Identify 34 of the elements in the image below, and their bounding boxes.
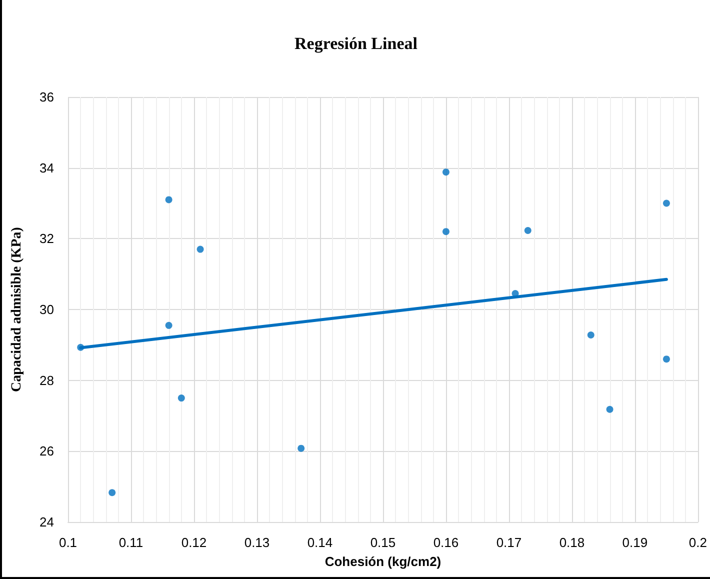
point — [178, 394, 185, 402]
y-tick-label: 34 — [40, 160, 54, 176]
x-tick-label: 0.13 — [244, 535, 270, 550]
x-axis-title: Cohesión (kg/cm2) — [324, 554, 442, 569]
x-tick-label: 0.16 — [433, 535, 459, 550]
y-tick-label: 30 — [40, 302, 54, 317]
y-tick-label: 32 — [40, 231, 54, 246]
y-axis-title: Capacidad admisible (KPa) — [10, 226, 24, 392]
point — [196, 246, 204, 253]
point — [442, 168, 450, 176]
point — [165, 322, 172, 329]
x-tick-label: 0.11 — [118, 535, 144, 550]
x-tick-label: 0.17 — [496, 535, 522, 550]
point — [165, 196, 172, 204]
y-tick-label: 26 — [40, 444, 54, 459]
point — [587, 332, 594, 338]
y-tick-label: 24 — [40, 514, 54, 530]
x-tick-label: 0.18 — [559, 535, 585, 550]
x-tick-label: 0.14 — [307, 535, 333, 550]
point — [108, 489, 116, 496]
point — [662, 356, 670, 363]
point — [524, 227, 532, 234]
x-tick-label: 0.12 — [181, 535, 207, 550]
point — [662, 200, 670, 207]
point — [442, 228, 450, 236]
y-tick-label: 36 — [40, 90, 54, 104]
x-tick-label: 0.19 — [622, 535, 648, 550]
y-tick-label: 28 — [40, 372, 54, 388]
x-tick-label: 0.15 — [370, 535, 396, 550]
x-tick-label: 0.2 — [688, 535, 708, 550]
chart-title: Regresión Lineal — [294, 34, 418, 53]
point — [606, 406, 614, 413]
x-tick-label: 0.1 — [58, 535, 78, 550]
point — [298, 444, 305, 452]
